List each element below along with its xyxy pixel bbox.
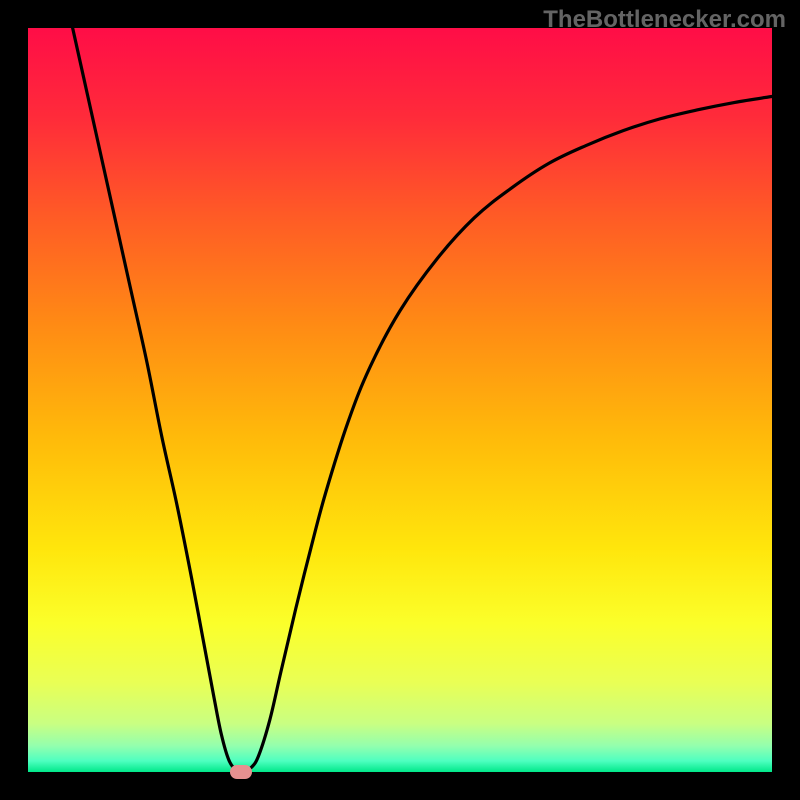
optimum-marker	[230, 765, 252, 779]
plot-area	[28, 28, 772, 772]
gradient-background	[28, 28, 772, 772]
chart-container: TheBottlenecker.com	[0, 0, 800, 800]
watermark-text: TheBottlenecker.com	[543, 6, 786, 34]
